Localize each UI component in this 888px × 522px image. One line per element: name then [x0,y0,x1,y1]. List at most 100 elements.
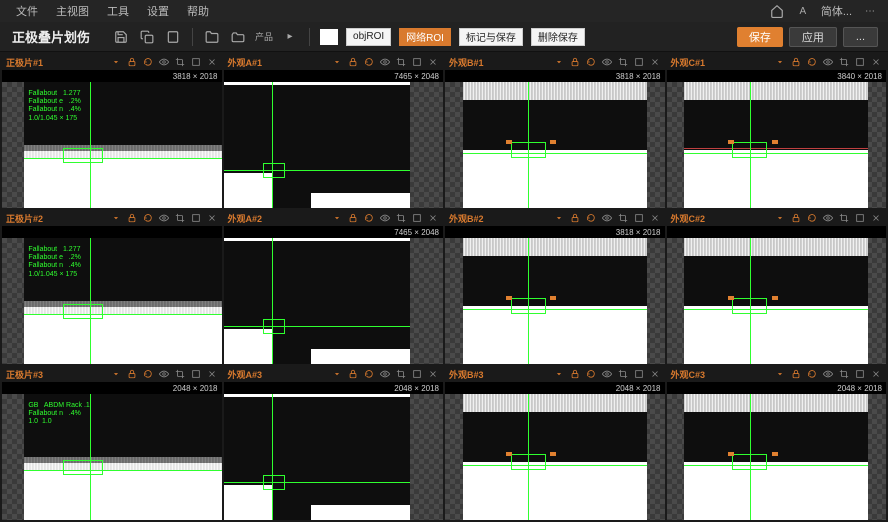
eye-icon[interactable] [158,56,170,68]
close-icon[interactable] [427,56,439,68]
eye-icon[interactable] [379,56,391,68]
close-icon[interactable] [870,56,882,68]
close-icon[interactable] [649,368,661,380]
crop-icon[interactable] [174,56,186,68]
lang-selector[interactable]: 简体... [821,3,852,19]
loop-icon[interactable] [363,368,375,380]
menu-file[interactable]: 文件 [16,3,38,19]
square-icon[interactable] [633,56,645,68]
eye-icon[interactable] [601,368,613,380]
crop-icon[interactable] [395,56,407,68]
menu-view[interactable]: 主视图 [56,3,89,19]
viewport[interactable]: Fallabout 1.277 Fallabout e .2% Fallabou… [2,238,222,364]
close-icon[interactable] [870,368,882,380]
viewport[interactable] [667,394,887,520]
square-icon[interactable] [411,368,423,380]
close-icon[interactable] [206,56,218,68]
square-icon[interactable] [854,368,866,380]
viewport[interactable]: Fallabout 1.277 Fallabout e .2% Fallabou… [2,82,222,208]
export-icon[interactable]: 产品 [255,28,273,46]
home-icon[interactable] [769,3,785,19]
viewport[interactable] [224,238,444,364]
close-icon[interactable] [206,368,218,380]
lock-icon[interactable] [126,212,138,224]
lock-icon[interactable] [790,56,802,68]
roi-mark-button[interactable]: 标记与保存 [459,28,523,46]
viewport[interactable] [224,394,444,520]
folder-icon[interactable] [203,28,221,46]
viewport[interactable] [445,238,665,364]
crop-icon[interactable] [617,56,629,68]
more-icon[interactable]: ⋯ [862,3,878,19]
loop-icon[interactable] [363,212,375,224]
eye-icon[interactable] [379,368,391,380]
play-icon[interactable]: ▸ [281,28,299,46]
eye-icon[interactable] [822,56,834,68]
lock-icon[interactable] [347,368,359,380]
loop-icon[interactable] [585,368,597,380]
chev-icon[interactable] [331,56,343,68]
copy-icon[interactable] [138,28,156,46]
close-icon[interactable] [649,56,661,68]
square-icon[interactable] [633,368,645,380]
crop-icon[interactable] [838,56,850,68]
square-icon[interactable] [633,212,645,224]
crop-icon[interactable] [838,368,850,380]
chev-icon[interactable] [553,212,565,224]
chev-icon[interactable] [774,56,786,68]
loop-icon[interactable] [806,368,818,380]
close-icon[interactable] [206,212,218,224]
chev-icon[interactable] [331,368,343,380]
lock-icon[interactable] [347,212,359,224]
crop-icon[interactable] [395,368,407,380]
lock-icon[interactable] [569,368,581,380]
eye-icon[interactable] [379,212,391,224]
eye-icon[interactable] [822,368,834,380]
viewport[interactable] [445,394,665,520]
chev-icon[interactable] [110,56,122,68]
close-icon[interactable] [870,212,882,224]
chev-icon[interactable] [331,212,343,224]
chev-icon[interactable] [553,56,565,68]
paste-icon[interactable] [164,28,182,46]
close-icon[interactable] [427,368,439,380]
chev-icon[interactable] [110,212,122,224]
crop-icon[interactable] [838,212,850,224]
lock-icon[interactable] [790,368,802,380]
eye-icon[interactable] [601,212,613,224]
eye-icon[interactable] [158,368,170,380]
loop-icon[interactable] [806,212,818,224]
eye-icon[interactable] [601,56,613,68]
chev-icon[interactable] [774,368,786,380]
square-icon[interactable] [190,368,202,380]
crop-icon[interactable] [174,368,186,380]
square-icon[interactable] [854,212,866,224]
roi-obj-button[interactable]: objROI [346,28,391,46]
lock-icon[interactable] [126,368,138,380]
crop-icon[interactable] [617,212,629,224]
lock-icon[interactable] [790,212,802,224]
square-icon[interactable] [190,212,202,224]
lock-icon[interactable] [347,56,359,68]
eye-icon[interactable] [822,212,834,224]
crop-icon[interactable] [174,212,186,224]
apply-button[interactable]: 应用 [789,27,837,47]
viewport[interactable] [667,82,887,208]
save-button[interactable]: 保存 [737,27,783,47]
loop-icon[interactable] [142,368,154,380]
value-input[interactable] [320,29,338,45]
viewport[interactable] [445,82,665,208]
loop-icon[interactable] [585,212,597,224]
chev-icon[interactable] [774,212,786,224]
save-icon[interactable] [112,28,130,46]
user-icon[interactable]: A [795,3,811,19]
lock-icon[interactable] [126,56,138,68]
viewport[interactable] [224,82,444,208]
lock-icon[interactable] [569,56,581,68]
square-icon[interactable] [190,56,202,68]
close-icon[interactable] [427,212,439,224]
menu-tools[interactable]: 工具 [107,3,129,19]
loop-icon[interactable] [142,56,154,68]
menu-settings[interactable]: 设置 [147,3,169,19]
crop-icon[interactable] [395,212,407,224]
